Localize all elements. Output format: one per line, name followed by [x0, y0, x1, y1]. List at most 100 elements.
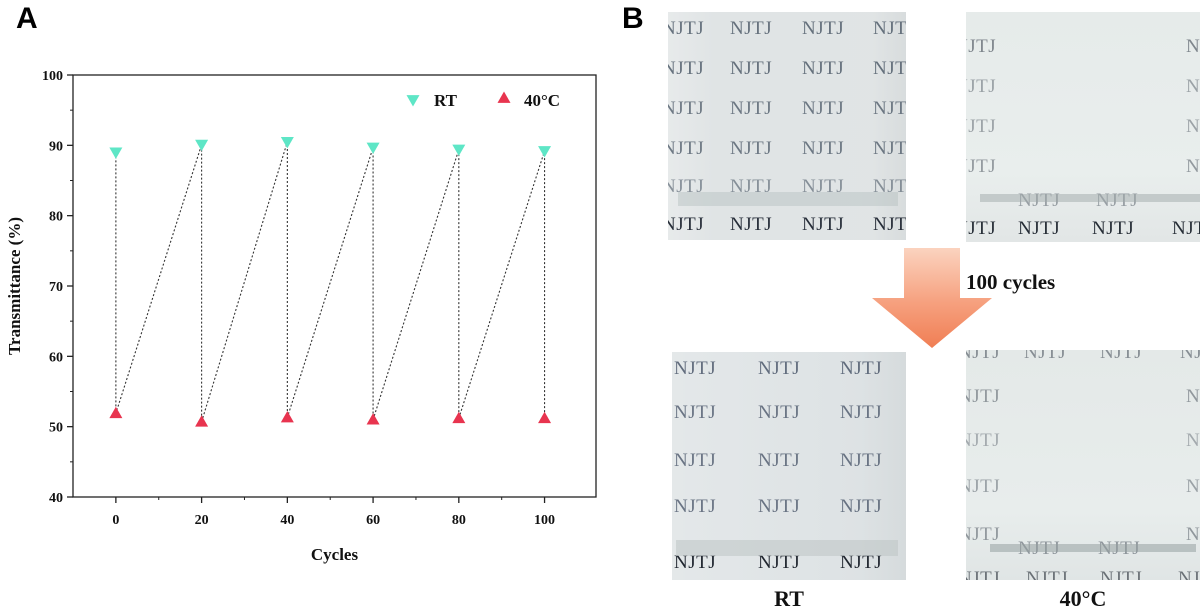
x-axis-label: Cycles	[311, 545, 359, 564]
photo-rt-before: NJTJ NJTJ NJTJ NJTJ NJTJ NJTJ NJTJ NJTJ NJTJ NJTJ…	[668, 12, 906, 240]
y-tick-label: 100	[42, 69, 63, 84]
y-axis-label: Transmittance (%)	[5, 217, 24, 355]
rt-point	[366, 142, 380, 154]
watermark-text: NJTJ	[840, 450, 883, 471]
watermark-text: NJTJ	[1100, 350, 1143, 363]
watermark-text: NJTJ	[1092, 218, 1135, 239]
watermark-text: NJTJ	[1186, 476, 1200, 497]
watermark-text: NJTJ	[668, 58, 705, 79]
watermark-text: NJTJ	[966, 156, 997, 177]
panel-label-a: A	[16, 2, 38, 35]
watermark-text: NJTJ	[1018, 218, 1061, 239]
watermark-text: NJTJ	[674, 552, 717, 573]
plot-frame	[72, 74, 597, 498]
watermark-text: NJTJ	[1024, 350, 1067, 363]
watermark-text: NJTJ	[966, 116, 997, 137]
watermark-text: NJTJ	[1178, 568, 1200, 580]
y-tick-label: 70	[49, 280, 63, 295]
hot-point	[538, 411, 552, 424]
rt-point	[538, 146, 552, 158]
y-tick-label: 60	[49, 350, 63, 365]
photo-40c-before: NJTJ NJTJ NJTJ NJTJ NJTJ NJTJ NJTJ NJTJ NJTJ NJTJ…	[966, 12, 1200, 242]
watermark-text: NJTJ	[873, 138, 906, 159]
caption-rt: RT	[774, 586, 804, 611]
x-tick-label: 20	[195, 513, 209, 528]
watermark-text: NJTJ	[966, 76, 997, 97]
hot-point	[109, 406, 123, 419]
watermark-text: NJTJ	[668, 98, 705, 119]
rt-point	[280, 136, 294, 149]
glass-overlay	[668, 12, 906, 240]
watermark-text: NJTJ	[730, 58, 773, 79]
watermark-text: NJTJ	[758, 450, 801, 471]
watermark-text: NJTJ	[730, 98, 773, 119]
watermark-text: NJTJ	[802, 176, 845, 197]
watermark-text: NJTJ	[1186, 76, 1200, 97]
watermark-text: NJTJ	[840, 552, 883, 573]
watermark-text: NJTJ	[966, 218, 997, 239]
arrow-label: 100 cycles	[966, 270, 1056, 294]
y-tick-label: 80	[49, 210, 63, 225]
watermark-text: NJTJ	[758, 358, 801, 379]
x-tick-label: 100	[534, 513, 555, 528]
watermark-text: NJTJ	[730, 176, 773, 197]
watermark-text: NJTJ	[873, 58, 906, 79]
transmittance-chart: 40 50 60 70 80 90 100 0 20 40 60 80 100 Cycles Transmi…	[5, 69, 597, 564]
legend-rt-marker	[406, 95, 420, 107]
watermark-text: NJTJ	[966, 36, 997, 57]
watermark-text: NJTJ	[802, 214, 845, 235]
watermark-text: NJTJ	[873, 18, 906, 39]
watermark-text: NJTJ	[1186, 116, 1200, 137]
x-tick-label: 0	[112, 513, 119, 528]
arrow-down-icon	[872, 248, 992, 348]
watermark-text: NJTJ	[674, 450, 717, 471]
photo-rt-after: NJTJ NJTJ NJTJ NJTJ NJTJ NJTJ NJTJ NJTJ NJTJ NJTJ…	[672, 352, 906, 580]
rt-point	[452, 144, 466, 157]
y-tick-label: 40	[49, 491, 63, 506]
watermark-text: NJTJ	[966, 350, 1001, 363]
watermark-text: NJTJ	[1186, 430, 1200, 451]
rt-point	[195, 139, 209, 152]
watermark-text: NJTJ	[668, 176, 705, 197]
caption-40c: 40°C	[1059, 586, 1107, 611]
x-tick-label: 80	[452, 513, 466, 528]
glass-overlay	[966, 12, 1200, 242]
watermark-text: NJTJ	[758, 552, 801, 573]
legend-hot-marker	[497, 91, 511, 103]
watermark-text: NJTJ	[730, 18, 773, 39]
watermark-text: NJTJ	[966, 430, 1001, 451]
watermark-text: NJTJ	[758, 402, 801, 423]
watermark-text: NJTJ	[840, 358, 883, 379]
glass-edge	[676, 540, 898, 556]
rt-point	[109, 147, 123, 159]
watermark-text: NJTJ	[668, 138, 705, 159]
photo-40c-after: NJTJ NJTJ NJTJ NJTJ NJTJ NJTJ NJTJ NJTJ NJTJ NJTJ…	[966, 350, 1200, 580]
watermark-text: NJTJ	[758, 496, 801, 517]
hot-point	[366, 413, 380, 425]
watermark-text: NJTJ	[802, 58, 845, 79]
watermark-text: NJTJ	[1186, 36, 1200, 57]
watermark-text: NJTJ	[966, 568, 1001, 580]
watermark-text: NJTJ	[668, 214, 705, 235]
watermark-text: NJTJ	[966, 386, 1001, 407]
watermark-text: NJTJ	[1026, 568, 1069, 580]
watermark-text: NJTJ	[802, 98, 845, 119]
watermark-text: NJTJ	[1186, 156, 1200, 177]
watermark-text: NJTJ	[840, 496, 883, 517]
y-tick-label: 50	[49, 421, 63, 436]
legend-rt-label: RT	[434, 91, 458, 110]
watermark-text: NJTJ	[802, 138, 845, 159]
watermark-text: NJTJ	[873, 214, 906, 235]
x-tick-label: 40	[280, 513, 294, 528]
watermark-text: NJTJ	[674, 358, 717, 379]
watermark-text: NJTJ	[730, 214, 773, 235]
glass-edge	[980, 194, 1200, 202]
watermark-text: NJTJ	[840, 402, 883, 423]
watermark-text: NJTJ	[873, 176, 906, 197]
hot-point	[195, 415, 209, 427]
panel-label-b: B	[622, 2, 644, 35]
watermark-text: NJTJ	[802, 18, 845, 39]
hot-point	[452, 411, 466, 424]
watermark-text: NJTJ	[674, 496, 717, 517]
watermark-text: NJTJ	[674, 402, 717, 423]
